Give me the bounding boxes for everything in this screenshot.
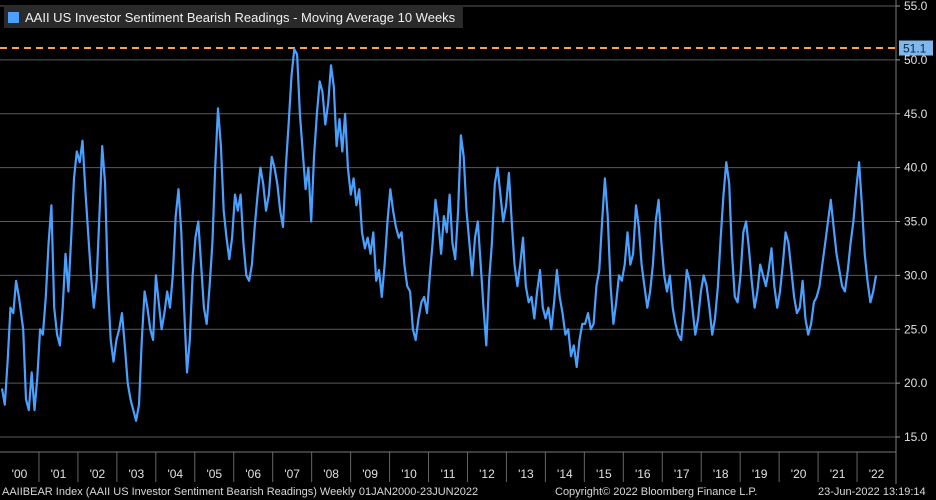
x-tick-label: '20 [791, 467, 807, 481]
x-tick-label: '09 [362, 467, 378, 481]
current-value-badge: 51.1 [899, 40, 933, 56]
x-tick-label: '16 [635, 467, 651, 481]
x-tick-label: '15 [596, 467, 612, 481]
y-tick-label: 20.0 [904, 376, 928, 390]
y-tick-label: 45.0 [904, 107, 928, 121]
x-tick-label: '18 [713, 467, 729, 481]
x-tick-label: '12 [479, 467, 495, 481]
x-tick-label: '14 [557, 467, 573, 481]
x-tick-label: '03 [129, 467, 145, 481]
footer-source: AAIIBEAR Index (AAII US Investor Sentime… [2, 486, 479, 498]
footer-timestamp: 23-Jun-2022 13:19:14 [818, 486, 926, 498]
x-tick-label: '22 [869, 467, 885, 481]
x-tick-label: '04 [167, 467, 183, 481]
legend-swatch [8, 11, 19, 23]
y-tick-label: 40.0 [904, 161, 928, 175]
chart-title: AAII US Investor Sentiment Bearish Readi… [25, 9, 456, 25]
x-tick-label: '08 [323, 467, 339, 481]
series-line [0, 48, 878, 422]
x-tick-label: '13 [518, 467, 534, 481]
x-tick-label: '11 [441, 467, 456, 481]
x-tick-label: '19 [752, 467, 768, 481]
y-axis-ticks: 15.0 20.0 25.0 30.0 35.0 40.0 45.0 50.0 55.0 [896, 0, 928, 444]
x-tick-label: '17 [674, 467, 690, 481]
footer-copyright: Copyright© 2022 Bloomberg Finance L.P. [555, 486, 758, 498]
x-tick-label: '05 [206, 467, 222, 481]
x-tick-label: '10 [401, 467, 417, 481]
x-axis-ticks: '00 '01 '02 '03 '04 '05 '06 '07 '08 '09 '10 '11 '12 '… [12, 467, 885, 481]
x-tick-label: '01 [51, 467, 67, 481]
current-value-label: 51.1 [903, 42, 927, 56]
x-gridlines [38, 452, 858, 482]
y-tick-label: 15.0 [904, 430, 928, 444]
x-tick-label: '00 [12, 467, 28, 481]
x-tick-label: '02 [90, 467, 106, 481]
y-tick-label: 35.0 [904, 215, 928, 229]
chart-legend: AAII US Investor Sentiment Bearish Readi… [4, 6, 464, 28]
y-tick-label: 55.0 [904, 0, 928, 13]
y-tick-label: 30.0 [904, 268, 928, 282]
x-tick-label: '21 [830, 467, 846, 481]
y-tick-label: 50.0 [904, 53, 928, 67]
footer-bar: AAIIBEAR Index (AAII US Investor Sentime… [0, 484, 936, 500]
x-tick-label: '06 [245, 467, 261, 481]
x-tick-label: '07 [284, 467, 300, 481]
y-tick-label: 25.0 [904, 322, 928, 336]
